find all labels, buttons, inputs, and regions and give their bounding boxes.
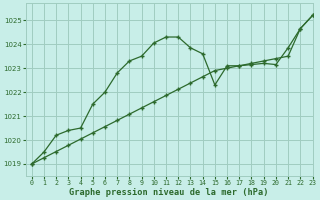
X-axis label: Graphe pression niveau de la mer (hPa): Graphe pression niveau de la mer (hPa) — [69, 188, 269, 197]
